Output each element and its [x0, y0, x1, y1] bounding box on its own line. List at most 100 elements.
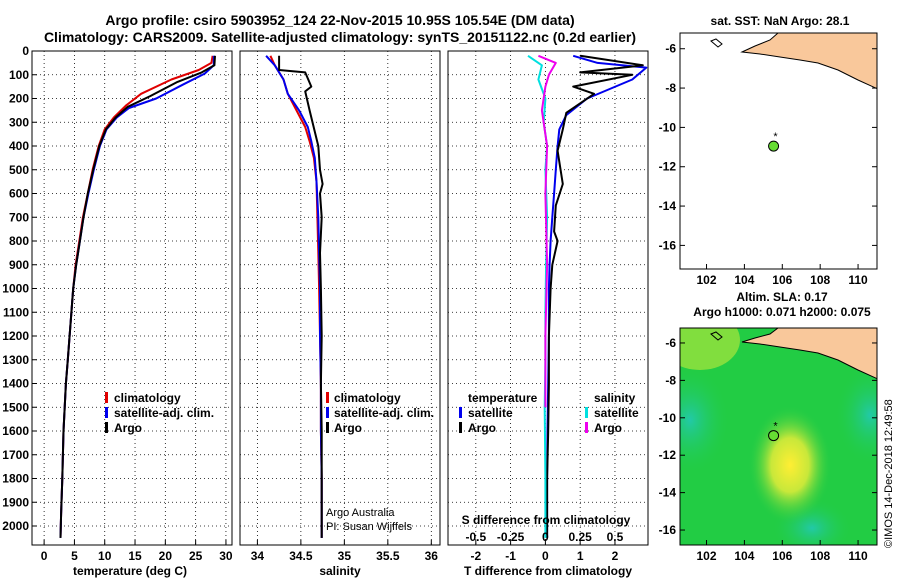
map-x-tick-label: 102	[697, 549, 717, 563]
y-tick-label: 600	[9, 187, 29, 201]
map-y-tick-label: -14	[659, 486, 677, 500]
x-tick-label: 25	[189, 549, 203, 563]
legend-label-satellite: satellite-adj. clim.	[114, 406, 214, 420]
sla-map-title-1: Altim. SLA: 0.17	[736, 290, 828, 304]
argo-location-marker	[768, 430, 780, 442]
y-tick-label: 1600	[2, 424, 29, 438]
series-temperature-argo	[546, 54, 644, 538]
sst-map-title: sat. SST: NaN Argo: 28.1	[711, 14, 850, 28]
y-tick-label: 1200	[2, 329, 29, 343]
x-tick-label: 36	[425, 549, 439, 563]
x-tick-label: -1	[505, 549, 516, 563]
legend-swatch-climatology	[105, 392, 108, 403]
y-tick-label: 1800	[2, 472, 29, 486]
series-temperature-satellite	[546, 54, 648, 538]
salinity-panel: 34 34.5 35 35.5 36 salinity climatology sate…	[239, 50, 441, 578]
legend-label-t-satellite: satellite	[468, 406, 513, 420]
y-tick-label: 300	[9, 115, 29, 129]
map-y-tick-label: -16	[659, 238, 677, 252]
y-tick-label: 800	[9, 234, 29, 248]
salinity-frame	[239, 50, 441, 546]
series-climatology	[59, 55, 214, 538]
legend-title-salinity: salinity	[594, 391, 636, 405]
y-tick-label: 1900	[2, 495, 29, 509]
legend-title-temperature: temperature	[468, 391, 538, 405]
x-tick-label: 10	[98, 549, 112, 563]
argo-star-icon: *	[773, 421, 778, 433]
legend-label-s-argo: Argo	[594, 421, 622, 435]
series-argo	[59, 55, 216, 538]
legend-swatch-s-argo	[585, 422, 588, 433]
y-tick-label: 2000	[2, 519, 29, 533]
argo-location-marker	[768, 140, 780, 152]
temperature-xlabel: temperature (deg C)	[73, 564, 187, 578]
t-difference-xlabel: T difference from climatology	[464, 564, 632, 578]
y-tick-label: 1700	[2, 448, 29, 462]
map-x-tick-label: 104	[734, 549, 754, 563]
series-satellite-adj-clim-	[59, 55, 215, 538]
legend-label-t-argo: Argo	[468, 421, 496, 435]
legend-swatch-t-satellite	[459, 407, 462, 418]
map-x-tick-label: 106	[772, 273, 792, 287]
sst-map: sat. SST: NaN Argo: 28.1 * 102 104 106 108 1…	[659, 14, 878, 287]
s-difference-label: S difference from climatology	[462, 513, 631, 527]
legend-swatch-argo	[105, 422, 108, 433]
island-outline	[710, 331, 723, 341]
java-landmass	[740, 33, 877, 90]
imos-credit: ©IMOS 14-Dec-2018 12:49:58	[883, 399, 895, 548]
map-y-tick-label: -12	[659, 160, 677, 174]
y-tick-label: 700	[9, 210, 29, 224]
s-tick-label: -0.25	[497, 530, 525, 544]
island-outline	[710, 38, 723, 48]
s-tick-label: 0	[542, 530, 549, 544]
y-tick-label: 1000	[2, 282, 29, 296]
legend-swatch-s-satellite	[585, 407, 588, 418]
legend-swatch-argo	[326, 422, 329, 433]
map-y-tick-label: -10	[659, 120, 677, 134]
x-tick-label: 35.5	[376, 549, 400, 563]
temperature-panel: 0 5 10 15 20 25 30 0 100 200 300 400 500 600 700 800 90…	[2, 44, 233, 578]
x-tick-label: 35	[338, 549, 352, 563]
difference-legend-temperature: temperature satellite Argo	[459, 391, 538, 435]
y-tick-label: 400	[9, 139, 29, 153]
x-tick-label: 0	[542, 549, 549, 563]
map-x-tick-label: 110	[848, 549, 868, 563]
map-y-tick-label: -14	[659, 199, 677, 213]
x-tick-label: 1	[577, 549, 584, 563]
map-y-tick-label: -8	[665, 373, 676, 387]
map-x-tick-label: 110	[848, 273, 868, 287]
legend-swatch-satellite	[105, 407, 108, 418]
y-tick-label: 1400	[2, 377, 29, 391]
x-tick-label: 5	[71, 549, 78, 563]
annotation-pi: PI: Susan Wijffels	[326, 521, 412, 533]
difference-panel: -2 -1 0 1 2 -0.5 -0.25 0 0.25 0.5 S difference f…	[447, 50, 649, 578]
x-tick-label: 20	[159, 549, 173, 563]
map-y-tick-label: -6	[665, 336, 676, 350]
x-tick-label: 15	[128, 549, 142, 563]
map-x-tick-label: 106	[772, 549, 792, 563]
legend-label-satellite: satellite-adj. clim.	[334, 406, 434, 420]
y-tick-label: 200	[9, 92, 29, 106]
map-y-tick-label: -8	[665, 81, 676, 95]
y-tick-label: 0	[22, 44, 29, 58]
series-salinity-argo	[538, 54, 557, 408]
x-tick-label: 2	[612, 549, 619, 563]
legend-label-s-satellite: satellite	[594, 406, 639, 420]
s-tick-label: -0.5	[465, 530, 486, 544]
salinity-legend: climatology satellite-adj. clim. Argo	[326, 391, 434, 435]
x-tick-label: 34.5	[289, 549, 313, 563]
legend-label-climatology: climatology	[334, 391, 401, 405]
map-x-tick-label: 108	[810, 549, 830, 563]
map-y-tick-label: -16	[659, 523, 677, 537]
y-tick-label: 500	[9, 163, 29, 177]
argo-star-icon: *	[773, 131, 778, 143]
legend-swatch-climatology	[326, 392, 329, 403]
y-tick-label: 100	[9, 68, 29, 82]
y-tick-label: 1100	[3, 305, 29, 319]
map-y-tick-label: -12	[659, 448, 677, 462]
legend-swatch-t-argo	[459, 422, 462, 433]
map-x-tick-label: 108	[810, 273, 830, 287]
map-x-tick-label: 104	[734, 273, 754, 287]
x-tick-label: 0	[41, 549, 48, 563]
